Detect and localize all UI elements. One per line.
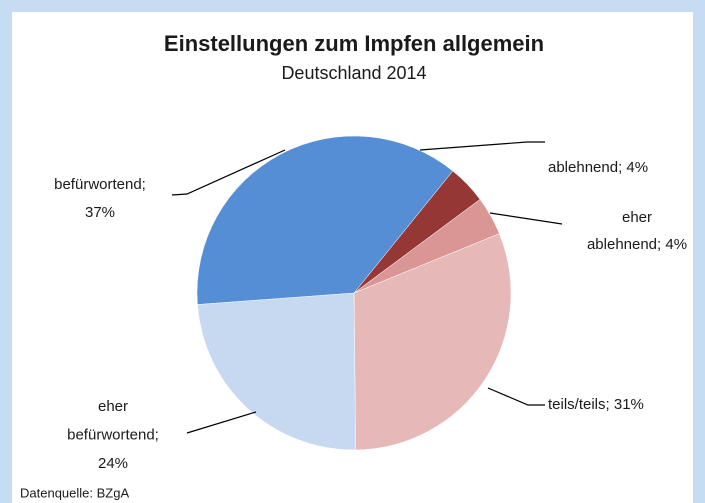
- chart-title: Einstellungen zum Impfen allgemein: [164, 31, 544, 56]
- data-label: befürwortend;: [54, 176, 146, 193]
- data-label: eher: [98, 398, 128, 415]
- leader-line: [487, 387, 545, 406]
- pie: [196, 135, 512, 451]
- chart-subtitle: Deutschland 2014: [281, 63, 426, 83]
- pie-slice: [196, 135, 454, 305]
- pie-slice: [197, 292, 356, 451]
- data-label: 37%: [85, 204, 115, 221]
- data-labels: ablehnend; 4% eher ablehnend; 4% teils/teil…: [54, 159, 687, 472]
- data-label: teils/teils; 31%: [548, 396, 644, 413]
- data-label: ablehnend; 4%: [587, 236, 687, 253]
- leader-line: [186, 411, 257, 434]
- data-label: ablehnend; 4%: [548, 159, 648, 176]
- leader-line: [419, 141, 545, 151]
- pie-slice: [353, 233, 512, 451]
- leader-line: [171, 149, 286, 196]
- source-note: Datenquelle: BZgA: [20, 485, 129, 500]
- data-label: eher: [622, 209, 652, 226]
- leader-line: [489, 212, 563, 225]
- data-label: befürwortend;: [67, 426, 159, 443]
- data-label: 24%: [98, 455, 128, 472]
